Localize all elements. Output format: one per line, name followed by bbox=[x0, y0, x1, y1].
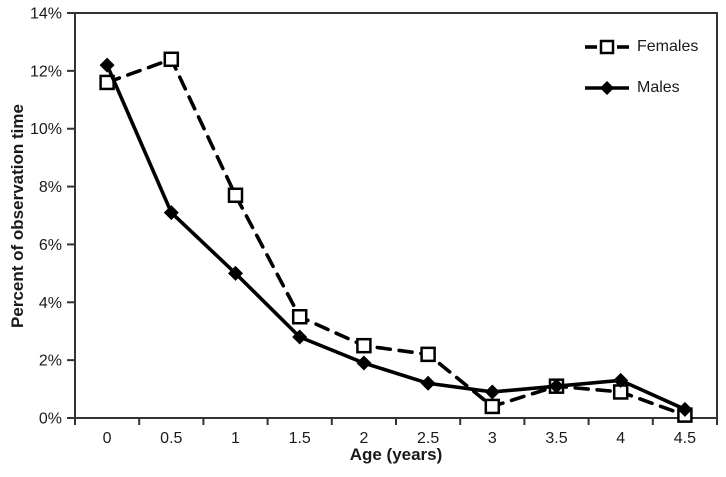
marker-open-square bbox=[484, 398, 501, 415]
x-tick-label: 1 bbox=[231, 430, 240, 447]
marker-filled-diamond bbox=[613, 372, 629, 388]
legend-item-males: Males bbox=[584, 77, 698, 99]
x-tick-label: 2.5 bbox=[417, 430, 439, 447]
x-tick-label: 2 bbox=[359, 430, 368, 447]
x-tick-label: 0 bbox=[103, 430, 112, 447]
legend-label-females: Females bbox=[637, 38, 699, 55]
y-axis-title: Percent of observation time bbox=[8, 104, 27, 328]
series-line-males bbox=[105, 63, 687, 412]
x-tick-label: 4.5 bbox=[674, 430, 696, 447]
females-dashed-open-square-icon bbox=[585, 39, 629, 55]
marker-filled-diamond bbox=[163, 205, 179, 221]
marker-open-square bbox=[291, 309, 308, 325]
x-tick-label: 4 bbox=[616, 430, 625, 447]
y-tick-label: 8% bbox=[39, 179, 62, 196]
marker-filled-diamond bbox=[549, 378, 564, 394]
marker-filled-diamond bbox=[420, 375, 436, 391]
y-tick-label: 6% bbox=[39, 237, 62, 254]
legend-item-females: Females bbox=[584, 36, 698, 58]
y-tick-label: 12% bbox=[30, 63, 62, 80]
males-solid-filled-diamond-icon bbox=[585, 81, 629, 95]
x-axis-title: Age (years) bbox=[349, 445, 443, 464]
marker-open-square bbox=[356, 337, 372, 354]
marker-filled-diamond bbox=[484, 384, 500, 400]
marker-open-square bbox=[163, 51, 180, 68]
legend: Females Males bbox=[584, 36, 698, 118]
marker-filled-diamond bbox=[677, 401, 693, 417]
x-tick-label: 1.5 bbox=[289, 430, 311, 447]
y-tick-label: 14% bbox=[30, 6, 62, 23]
y-tick-label: 2% bbox=[39, 353, 62, 370]
marker-open-square bbox=[227, 187, 244, 203]
marker-open-square bbox=[420, 346, 436, 363]
marker-filled-diamond bbox=[228, 265, 243, 281]
y-tick-label: 4% bbox=[39, 295, 62, 312]
y-tick-label: 10% bbox=[30, 121, 62, 138]
marker-filled-diamond bbox=[292, 329, 308, 345]
marker-filled-diamond bbox=[99, 57, 115, 73]
marker-filled-diamond bbox=[356, 355, 372, 371]
x-tick-label: 3.5 bbox=[545, 430, 567, 447]
legend-label-males: Males bbox=[637, 79, 680, 96]
series-line-females bbox=[105, 57, 687, 417]
y-tick-label: 0% bbox=[39, 411, 62, 428]
x-tick-label: 0.5 bbox=[160, 430, 182, 447]
x-tick-label: 3 bbox=[488, 430, 497, 447]
